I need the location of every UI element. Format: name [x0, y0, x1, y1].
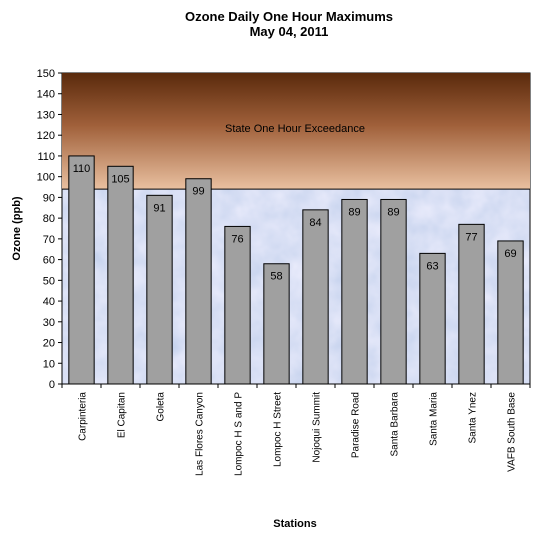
x-tick-label: Lompoc H S and P	[234, 392, 245, 476]
x-axis: Carpinteria El Capitan Goleta Las Flores Ca…	[61, 384, 531, 476]
y-tick-label: 140	[37, 89, 55, 101]
bar	[341, 198, 368, 385]
x-tick-label: Las Flores Canyon	[195, 392, 206, 476]
bar	[380, 198, 407, 385]
bar	[146, 194, 173, 385]
data-label: 89	[348, 206, 360, 218]
x-tick-label: VAFB South Base	[507, 392, 518, 472]
x-tick-label: Santa Maria	[429, 392, 440, 446]
y-tick-label: 100	[37, 172, 55, 184]
y-tick-label: 60	[43, 255, 55, 267]
data-label: 99	[192, 186, 204, 198]
y-tick-label: 40	[43, 296, 55, 308]
y-tick-label: 150	[37, 68, 55, 80]
exceedance-band	[62, 73, 530, 190]
bar	[497, 240, 524, 385]
data-label: 58	[270, 271, 282, 283]
y-tick-label: 20	[43, 338, 55, 350]
x-tick-label: Goleta	[156, 392, 167, 422]
x-tick-label: Santa Barbara	[390, 392, 401, 457]
x-tick-label: El Capitan	[117, 392, 128, 438]
y-tick-label: 120	[37, 130, 55, 142]
data-label: 63	[426, 260, 438, 272]
x-tick-label: Santa Ynez	[468, 392, 479, 444]
y-tick-label: 10	[43, 358, 55, 370]
bar	[302, 209, 329, 385]
bar	[185, 178, 212, 385]
data-label: 89	[387, 206, 399, 218]
x-tick-label: Carpinteria	[78, 392, 89, 441]
y-tick-label: 50	[43, 275, 55, 287]
exceedance-label: State One Hour Exceedance	[225, 123, 365, 135]
data-label: 77	[465, 231, 477, 243]
x-tick-label: Lompoc H Street	[273, 392, 284, 467]
data-label: 105	[111, 173, 129, 185]
bar	[263, 263, 290, 385]
chart-title: Ozone Daily One Hour Maximums	[185, 9, 393, 24]
y-tick-label: 90	[43, 192, 55, 204]
data-label: 76	[231, 233, 243, 245]
y-tick-label: 0	[49, 379, 55, 391]
data-label: 84	[309, 217, 321, 229]
bar-series: 110 105 91 99 76 58 84 89 89 63 77 69	[68, 155, 524, 385]
y-tick-label: 130	[37, 109, 55, 121]
data-label: 69	[504, 248, 516, 260]
bar	[419, 252, 446, 385]
x-axis-label: Stations	[273, 518, 316, 530]
y-tick-label: 30	[43, 317, 55, 329]
y-tick-label: 70	[43, 234, 55, 246]
data-label: 91	[153, 202, 165, 214]
y-axis: 0 10 20 30 40 50 60 70 80 90 100 110 120 130 140 150	[37, 68, 62, 391]
y-axis-label: Ozone (ppb)	[11, 196, 23, 260]
bar	[107, 165, 134, 385]
x-tick-label: Paradise Road	[351, 392, 362, 458]
data-label: 110	[73, 163, 91, 175]
y-tick-label: 80	[43, 213, 55, 225]
bar	[68, 155, 95, 385]
bar	[224, 225, 251, 385]
x-tick-label: Nojoqui Summit	[312, 392, 323, 463]
y-tick-label: 110	[37, 151, 55, 163]
chart-subtitle: May 04, 2011	[250, 24, 329, 39]
exceedance-region	[62, 73, 530, 190]
bar	[458, 223, 485, 385]
